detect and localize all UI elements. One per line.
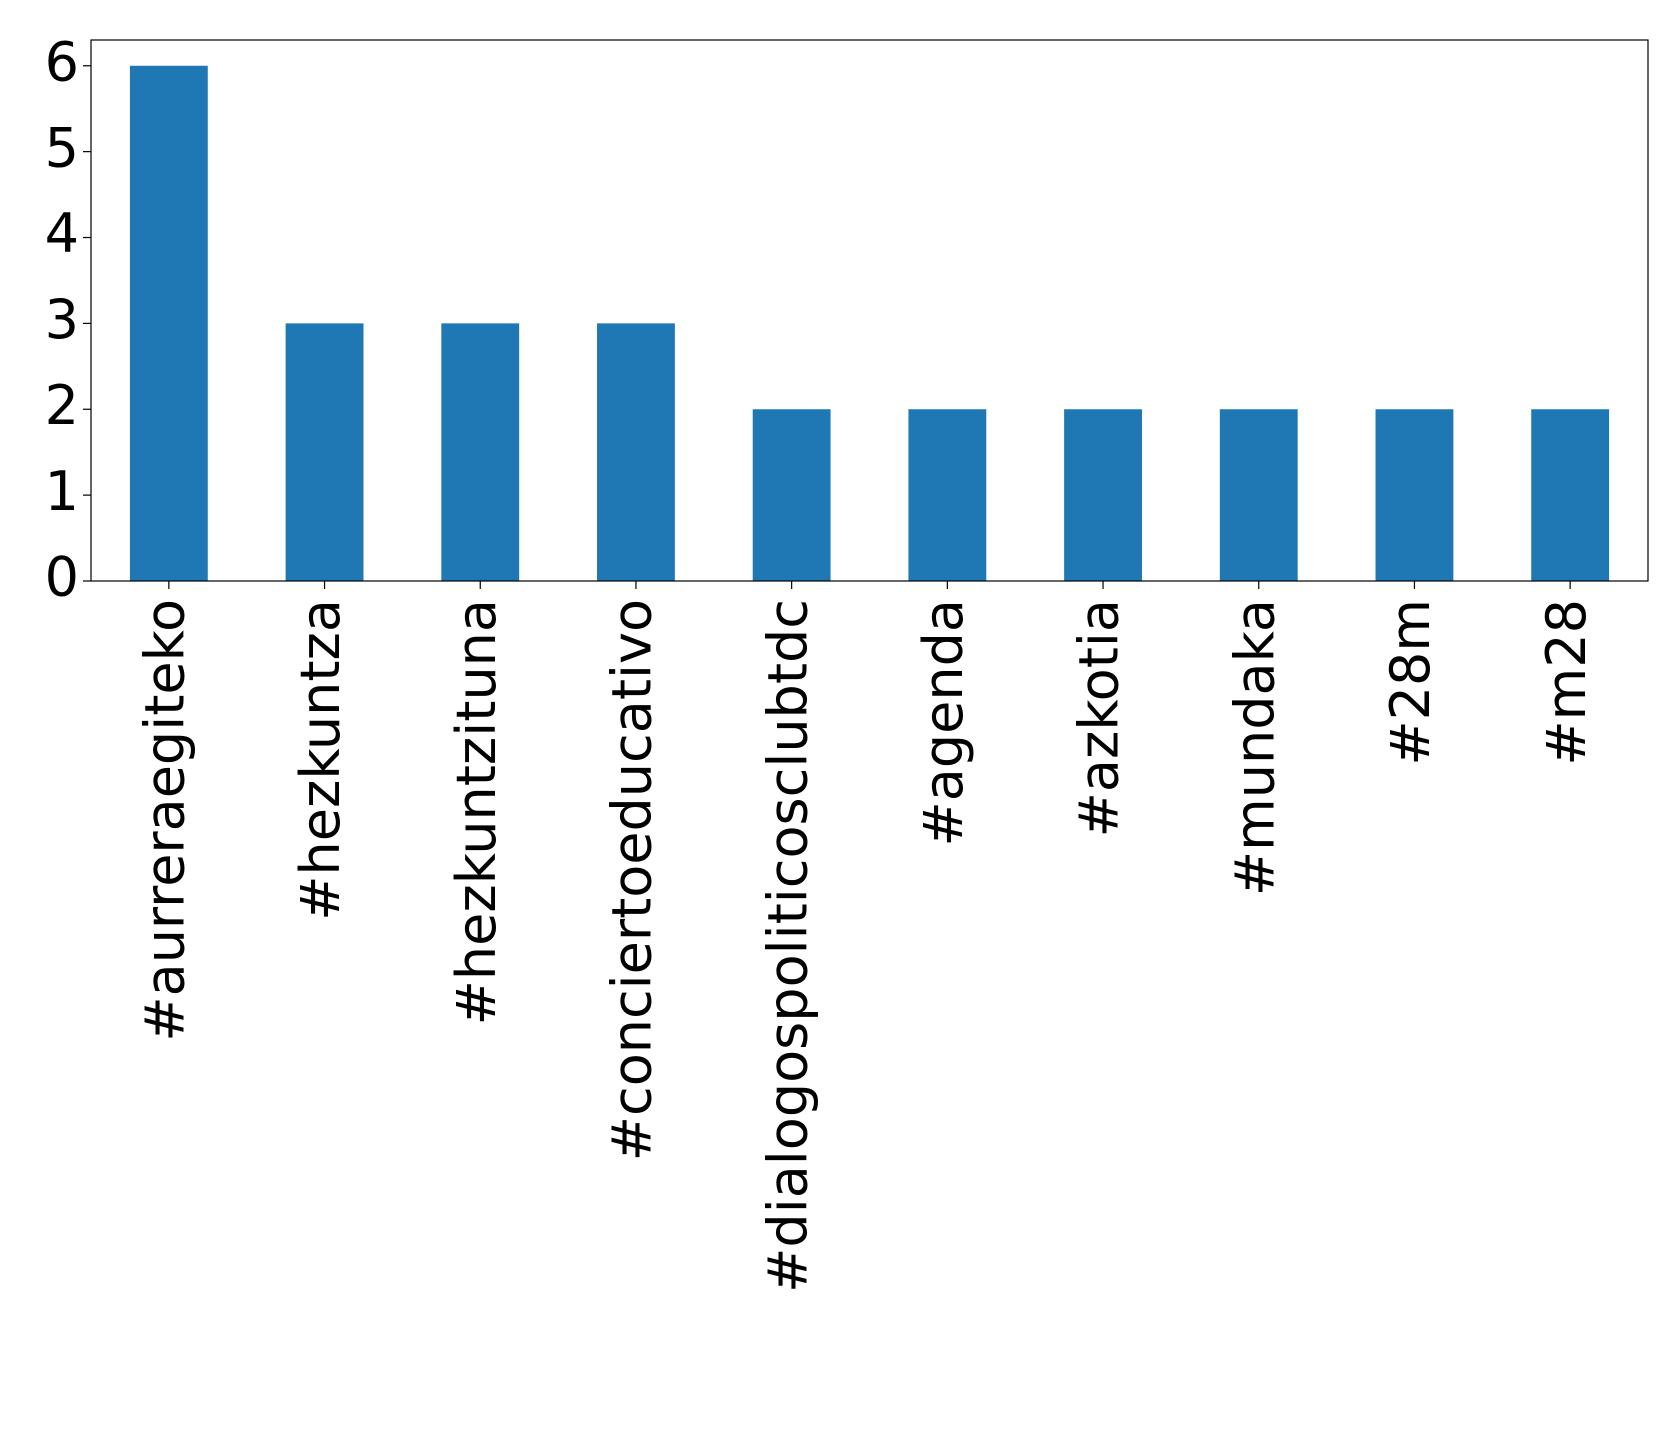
bar [1064, 409, 1142, 581]
y-tick-label: 2 [45, 374, 79, 437]
bar [1219, 409, 1298, 581]
y-tick-label: 0 [45, 546, 79, 609]
x-tick-label: #28m [1379, 599, 1442, 766]
y-tick-label: 5 [45, 116, 79, 179]
bar [285, 323, 364, 581]
y-tick-label: 1 [45, 460, 79, 523]
x-tick-label: #hezkuntzituna [445, 599, 508, 1025]
x-tick-label: #agenda [912, 599, 975, 846]
x-tick-label: #aurreraegiteko [133, 599, 196, 1042]
bar [597, 323, 675, 581]
bar [129, 65, 208, 581]
bar [752, 409, 831, 581]
x-tick-label: #mundaka [1223, 599, 1286, 896]
bar [1531, 409, 1610, 581]
y-tick-label: 3 [45, 288, 79, 351]
x-tick-label: #azkotia [1068, 599, 1131, 837]
y-tick-label: 4 [45, 202, 79, 265]
axes-frame [90, 39, 1649, 582]
x-tick-label: #hezkuntza [289, 599, 352, 921]
x-tick-label: #conciertoeducativo [601, 599, 664, 1161]
x-tick-label: #m28 [1535, 599, 1598, 766]
bar [908, 409, 987, 581]
bar [1375, 409, 1454, 581]
x-tick-label: #dialogospoliticosclubtdc [756, 599, 819, 1293]
bar [441, 323, 520, 581]
y-tick-label: 6 [45, 30, 79, 93]
